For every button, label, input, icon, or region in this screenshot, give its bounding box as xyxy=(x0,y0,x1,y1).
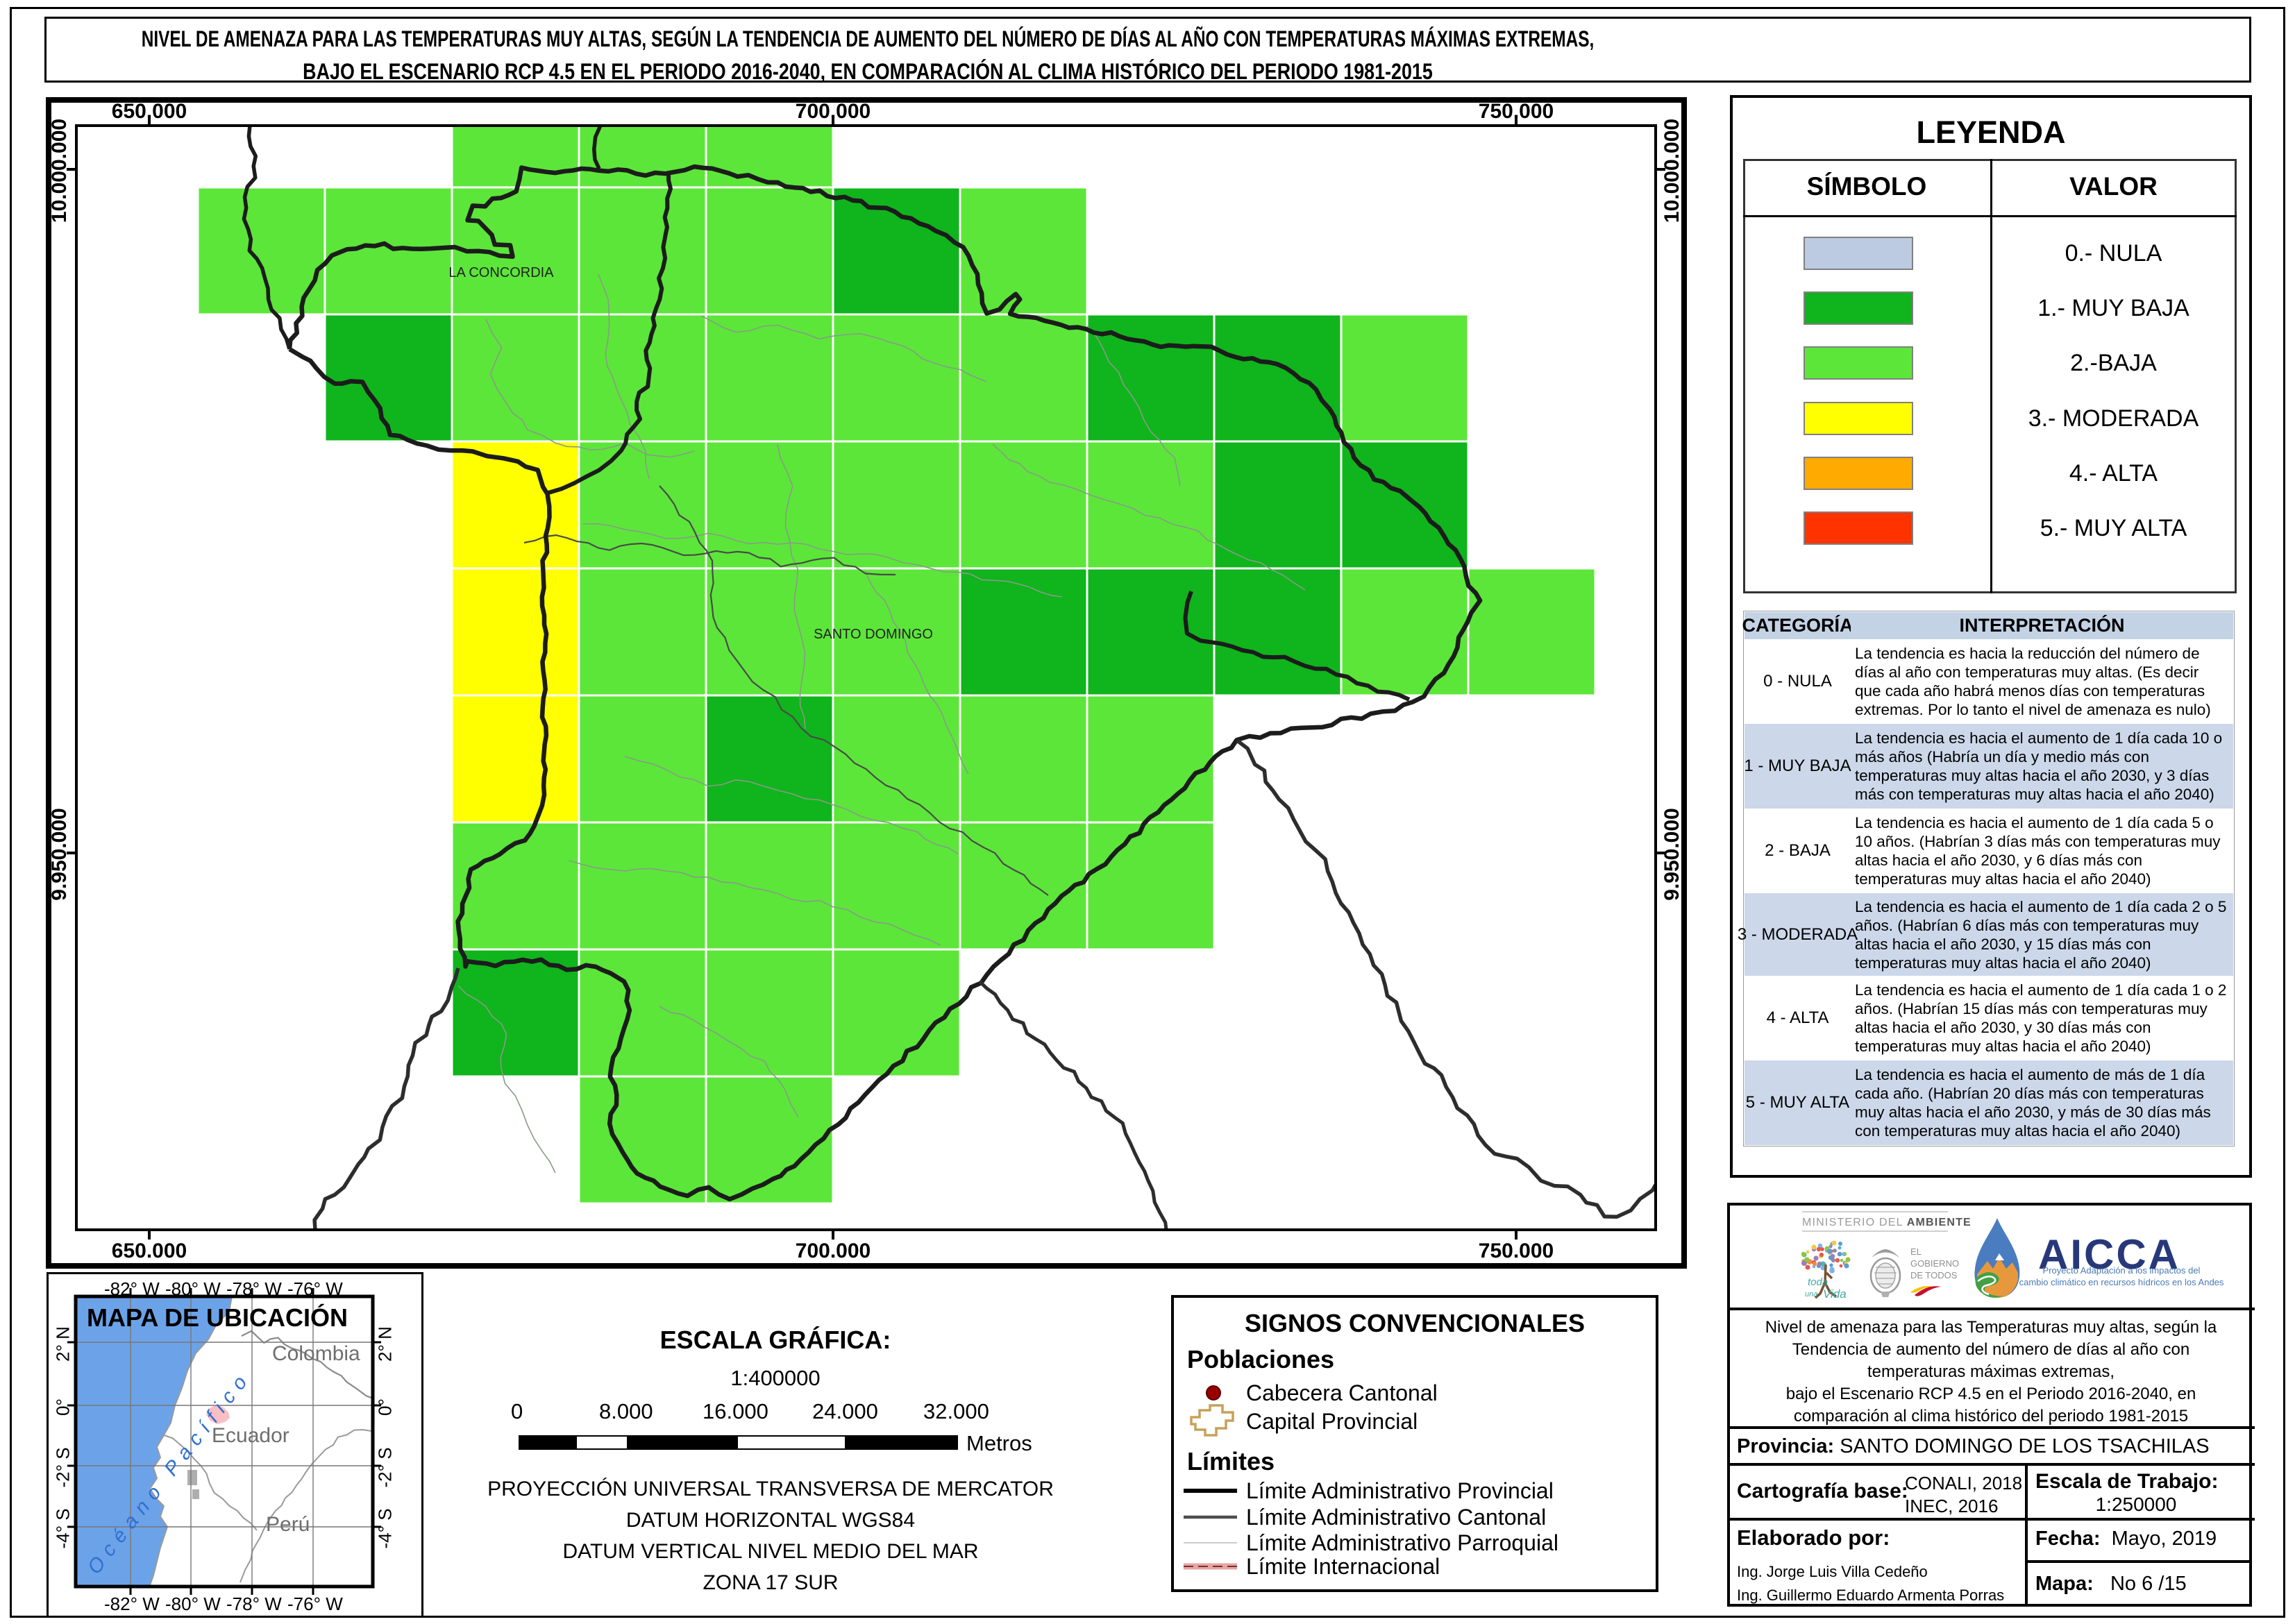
svg-text:Vida: Vida xyxy=(1823,1287,1847,1301)
svg-text:DE TODOS: DE TODOS xyxy=(1910,1270,1958,1280)
svg-text:SANTO DOMINGO: SANTO DOMINGO xyxy=(814,627,933,642)
svg-text:EL: EL xyxy=(1910,1246,1922,1257)
svg-text:una: una xyxy=(1805,1290,1817,1299)
svg-text:GOBIERNO: GOBIERNO xyxy=(1910,1258,1959,1269)
svg-text:toda: toda xyxy=(1808,1276,1828,1288)
svg-text:LA CONCORDIA: LA CONCORDIA xyxy=(448,265,554,280)
